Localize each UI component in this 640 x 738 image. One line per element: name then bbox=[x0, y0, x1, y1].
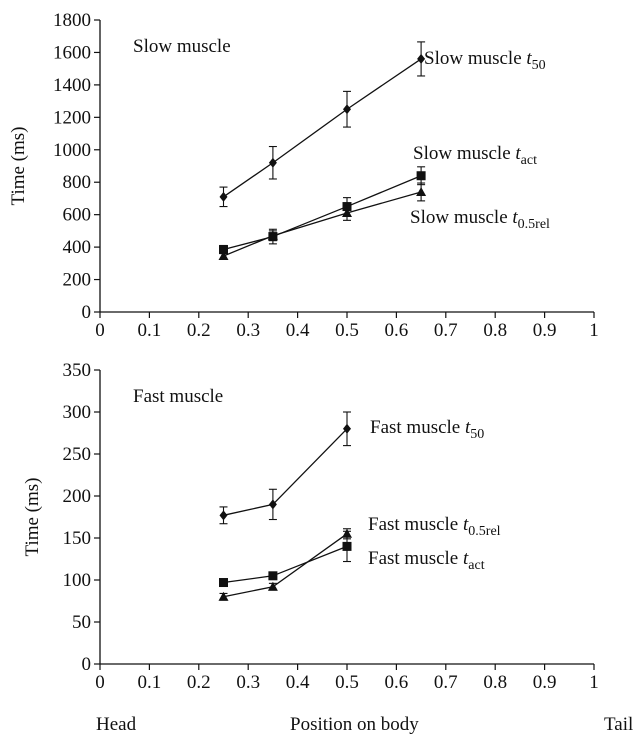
panel1-series-50-point bbox=[219, 191, 228, 202]
panel1-series-50-label-text: Slow muscle bbox=[424, 48, 527, 69]
panel2-y-tick-label: 100 bbox=[63, 570, 92, 591]
panel2-series-act-point bbox=[268, 571, 278, 581]
panel2-series-0.5rel-label-text: Fast muscle bbox=[368, 514, 463, 535]
panel1-x-tick-label: 0.8 bbox=[483, 320, 507, 341]
panel1-series-act-point bbox=[416, 171, 426, 181]
panel1-x-tick-label: 1 bbox=[589, 320, 599, 341]
panel1-series-50-point bbox=[343, 104, 351, 115]
panel1-series-0.5rel-label-text: Slow muscle bbox=[410, 207, 513, 228]
panel2-y-tick-label: 50 bbox=[72, 612, 91, 633]
footer-position-label: Position on body bbox=[290, 714, 419, 735]
panel1-x-tick-label: 0.5 bbox=[335, 320, 359, 341]
panel1-series-0.5rel-point bbox=[416, 186, 427, 196]
panel1-y-tick-label: 600 bbox=[63, 205, 92, 226]
panel1-y-tick-label: 1000 bbox=[53, 140, 91, 161]
panel2-series-50-label-var: t bbox=[465, 417, 471, 438]
panel2-title: Fast muscle bbox=[133, 386, 223, 407]
panel1-y-tick-label: 1600 bbox=[53, 42, 91, 63]
panel1-series-50-point bbox=[417, 53, 426, 64]
panel2-series-0.5rel-label: Fast muscle t0.5rel bbox=[368, 514, 501, 540]
panel1-series-50-line bbox=[223, 58, 422, 198]
panel1-series-act-label-text: Slow muscle bbox=[413, 143, 516, 164]
panel1-title: Slow muscle bbox=[133, 36, 231, 57]
panel2-series-50-point bbox=[343, 423, 351, 434]
panel1-series-50-label: Slow muscle t50 bbox=[424, 48, 546, 74]
panel1-x-tick-label: 0.6 bbox=[385, 320, 409, 341]
panel1-series-act-label-var: t bbox=[515, 143, 521, 164]
panel2-series-act-label-sub: act bbox=[468, 557, 485, 573]
panel1-x-tick-label: 0.1 bbox=[138, 320, 162, 341]
panel1-series-50-label-var: t bbox=[526, 48, 532, 69]
panel1-series-50-point bbox=[268, 157, 277, 168]
panel2-y-tick-label: 250 bbox=[63, 444, 92, 465]
panel2-x-tick-label: 0.7 bbox=[434, 672, 458, 693]
panel2-series-0.5rel-point bbox=[267, 581, 278, 591]
panel2-series-act-label: Fast muscle tact bbox=[368, 548, 485, 574]
panel1-series-0.5rel-label-var: t bbox=[512, 207, 518, 228]
panel1-series-act-label-sub: act bbox=[520, 152, 537, 168]
panel1-x-tick-label: 0 bbox=[95, 320, 105, 341]
panel1-series-0.5rel-label-sub: 0.5rel bbox=[517, 216, 550, 232]
panel1-y-tick-label: 400 bbox=[63, 237, 92, 258]
panel2-series-0.5rel-label-sub: 0.5rel bbox=[468, 523, 501, 539]
panel1-y-tick-label: 1800 bbox=[53, 10, 91, 31]
panel1-series-act-point bbox=[219, 245, 228, 255]
panel1-series-0.5rel-point bbox=[267, 230, 278, 240]
panel2-x-tick-label: 0.1 bbox=[138, 672, 162, 693]
panel2-series-act-label-var: t bbox=[463, 548, 469, 569]
footer-tail-label: Tail bbox=[604, 714, 634, 735]
panel1-series-act-label: Slow muscle tact bbox=[413, 143, 537, 169]
panel1-series-act-line bbox=[223, 175, 422, 251]
panel2-series-50-label-sub: 50 bbox=[470, 426, 485, 442]
panel1-series-0.5rel-label: Slow muscle t0.5rel bbox=[410, 207, 550, 233]
panel2-x-tick-label: 0.3 bbox=[236, 672, 260, 693]
panel1-x-tick-label: 0.4 bbox=[286, 320, 310, 341]
panel1-y-axis-label: Time (ms) bbox=[8, 126, 29, 205]
panel2-x-tick-label: 0 bbox=[95, 672, 105, 693]
panel1-y-tick-label: 1200 bbox=[53, 107, 91, 128]
panel2-y-tick-label: 200 bbox=[63, 486, 92, 507]
panel2-x-tick-label: 0.2 bbox=[187, 672, 211, 693]
panel2-series-act-label-text: Fast muscle bbox=[368, 548, 463, 569]
footer-head-label: Head bbox=[96, 714, 137, 735]
panel2-y-tick-label: 150 bbox=[63, 528, 92, 549]
panel2-y-tick-label: 350 bbox=[63, 360, 92, 381]
panel2-series-act-point bbox=[219, 578, 228, 588]
panel2-series-50-point bbox=[268, 499, 277, 510]
panel2-x-tick-label: 0.4 bbox=[286, 672, 310, 693]
panel1-y-tick-label: 200 bbox=[63, 270, 92, 291]
panel1-series-0.5rel-point bbox=[342, 208, 352, 218]
panel1-series-0.5rel-point bbox=[218, 251, 229, 261]
panel2-series-0.5rel-label-var: t bbox=[463, 514, 469, 535]
panel2-series-50-point bbox=[219, 510, 228, 521]
panel2-y-tick-label: 0 bbox=[82, 654, 92, 675]
panel1-y-tick-label: 1400 bbox=[53, 75, 91, 96]
panel2-series-50-label-text: Fast muscle bbox=[370, 417, 465, 438]
panel1-x-tick-label: 0.7 bbox=[434, 320, 458, 341]
panel2-x-tick-label: 0.5 bbox=[335, 672, 359, 693]
panel1-x-tick-label: 0.2 bbox=[187, 320, 211, 341]
panel1-x-tick-label: 0.3 bbox=[236, 320, 260, 341]
panel2-series-0.5rel-line bbox=[223, 533, 348, 598]
panel1-y-tick-label: 800 bbox=[63, 172, 92, 193]
panel1-series-50-label-sub: 50 bbox=[531, 57, 546, 73]
panel1-x-tick-label: 0.9 bbox=[533, 320, 557, 341]
panel1-y-tick-label: 0 bbox=[82, 302, 92, 323]
panel2-y-tick-label: 300 bbox=[63, 402, 92, 423]
panel2-x-tick-label: 1 bbox=[589, 672, 599, 693]
panel2-series-50-line bbox=[223, 428, 348, 516]
panel2-x-tick-label: 0.8 bbox=[483, 672, 507, 693]
panel2-x-tick-label: 0.6 bbox=[385, 672, 409, 693]
panel2-series-act-point bbox=[342, 541, 352, 551]
panel2-series-50-label: Fast muscle t50 bbox=[370, 417, 484, 443]
panel2-series-0.5rel-point bbox=[218, 591, 229, 601]
panel2-y-axis-label: Time (ms) bbox=[22, 477, 43, 556]
panel1-series-0.5rel-line bbox=[223, 191, 422, 257]
panel2-x-tick-label: 0.9 bbox=[533, 672, 557, 693]
